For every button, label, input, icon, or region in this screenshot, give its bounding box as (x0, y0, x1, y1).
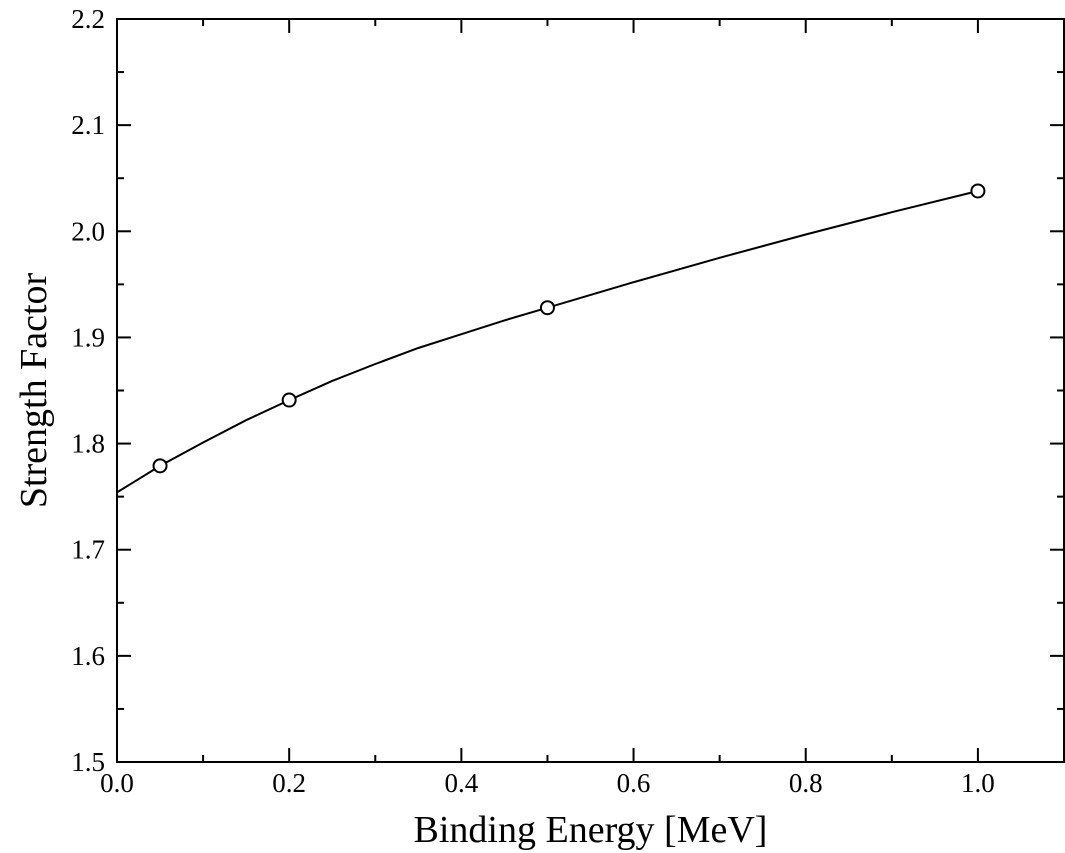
data-point (281, 392, 297, 408)
y-tick-label: 1.6 (71, 641, 105, 671)
y-tick-label: 2.0 (71, 216, 105, 246)
x-tick-label: 0.6 (617, 768, 651, 798)
x-axis-label: Binding Energy [MeV] (414, 809, 768, 851)
plot-frame (116, 18, 1065, 763)
y-axis-label: Strength Factor (13, 272, 55, 508)
y-tick-label: 1.7 (71, 535, 105, 565)
y-tick-label: 1.9 (71, 322, 105, 352)
x-tick-label: 0.4 (444, 768, 478, 798)
fit-curve (116, 190, 979, 494)
axis-ticks (116, 18, 1065, 763)
y-tick-label: 1.8 (71, 429, 105, 459)
data-point (152, 458, 168, 474)
tick-labels: 0.0 0.2 0.4 0.6 0.8 1.0 1.5 1.6 1.7 1.8 1.9 2.0 2.1 2… (71, 4, 995, 798)
x-tick-label: 0.2 (272, 768, 306, 798)
y-tick-label: 2.1 (71, 110, 105, 140)
y-tick-label: 1.5 (71, 747, 105, 777)
data-point (970, 183, 986, 199)
x-tick-label: 0.8 (789, 768, 823, 798)
x-tick-label: 0.0 (100, 768, 134, 798)
x-tick-label: 1.0 (961, 768, 995, 798)
y-tick-label: 2.2 (71, 4, 105, 34)
plot-data (116, 183, 986, 494)
data-point (539, 300, 555, 316)
